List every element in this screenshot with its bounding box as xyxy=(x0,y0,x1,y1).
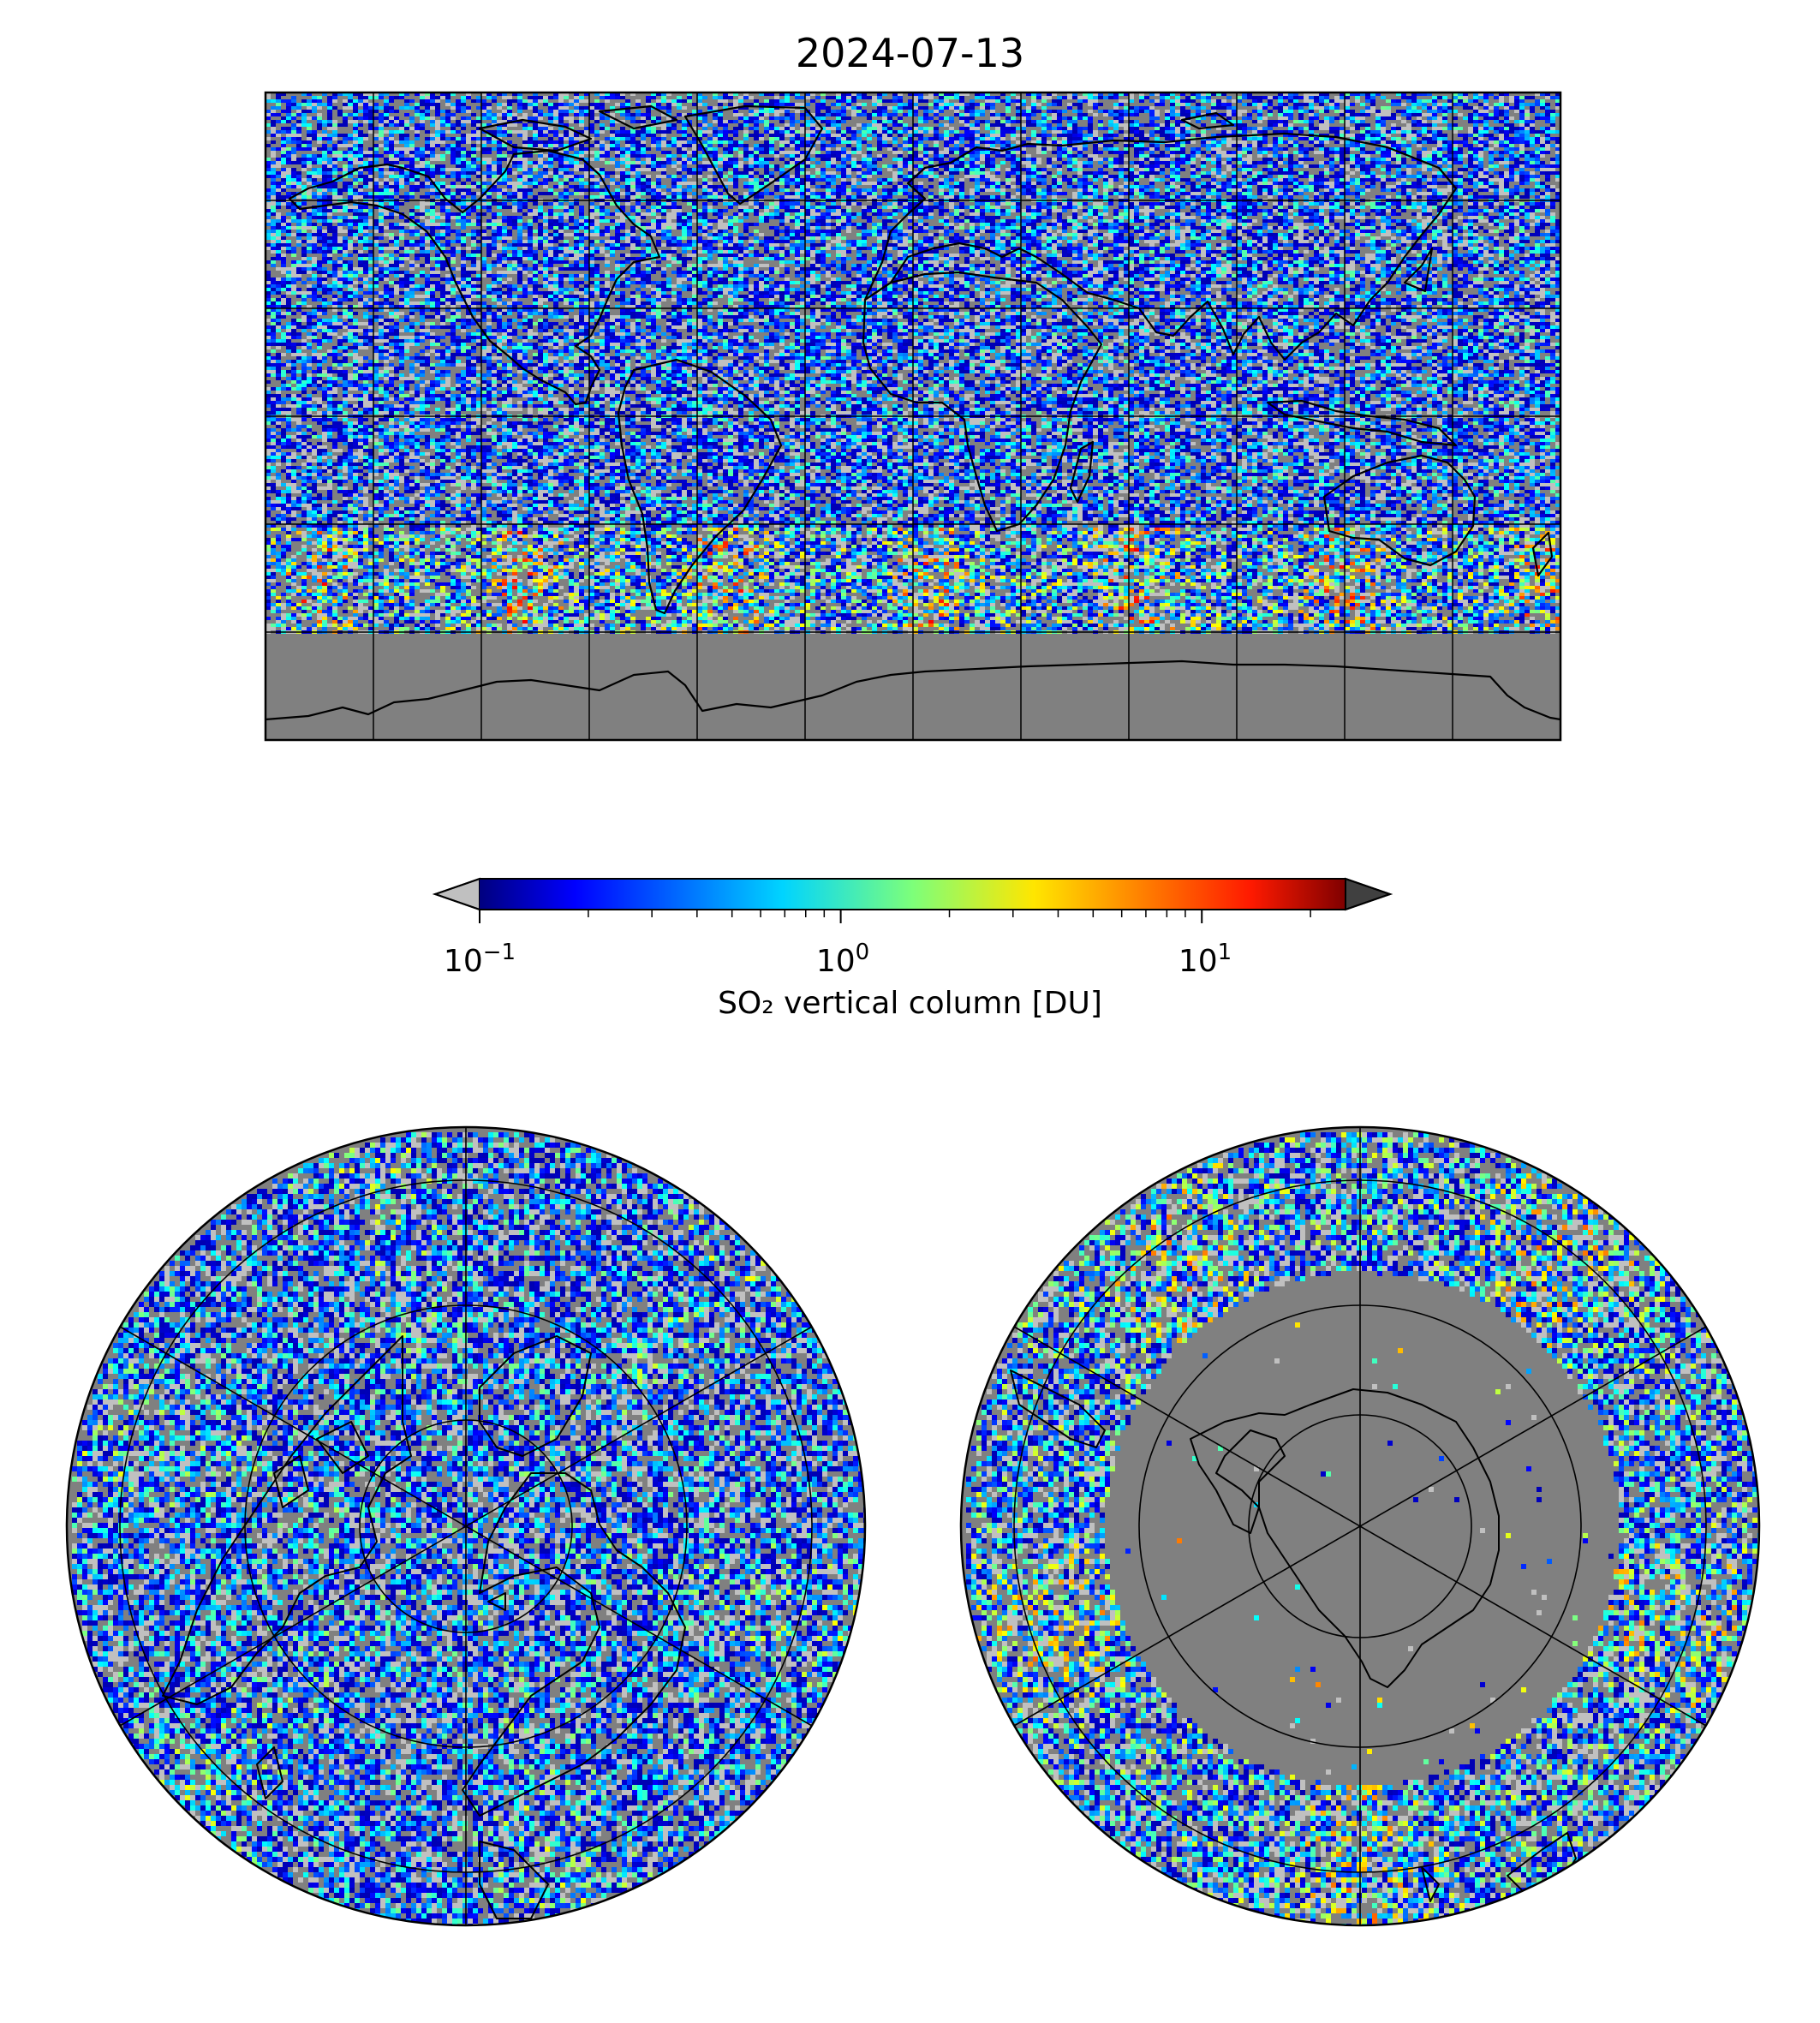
south-coastline-south-america xyxy=(1010,1370,1106,1448)
south-map-frame xyxy=(959,1125,1761,1927)
south-coastline-antarctica xyxy=(1190,1388,1500,1688)
coastline-japan xyxy=(1403,247,1434,293)
coastline-north-america xyxy=(288,149,661,406)
north-polar-map xyxy=(65,1125,867,1927)
colorbar-gradient xyxy=(480,879,1346,910)
north-map-frame xyxy=(65,1125,867,1927)
coastline-madagascar xyxy=(1069,440,1095,504)
colorbar-over-extension xyxy=(1345,877,1393,911)
coastline-arctic-islands xyxy=(478,104,1235,152)
colorbar xyxy=(432,877,1393,923)
north-gridlines xyxy=(119,1127,813,1925)
global-coastlines xyxy=(266,104,1560,721)
colorbar-tick-label-1: 100 xyxy=(791,934,894,981)
colorbar-under-extension xyxy=(432,877,480,911)
south-gridlines xyxy=(1013,1127,1707,1925)
global-gridlines xyxy=(266,92,1560,740)
coastline-antarctica xyxy=(266,659,1560,721)
north-coastline-africa-tip xyxy=(479,1841,549,1919)
south-coastline-new-zealand xyxy=(1421,1866,1440,1902)
south-so2-pixels xyxy=(966,1132,1759,1925)
north-coastline-japan xyxy=(256,1746,283,1799)
coastline-new-zealand xyxy=(1531,531,1554,577)
colorbar-tick-label-2: 101 xyxy=(1154,934,1256,981)
north-so2-pixels xyxy=(72,1132,865,1925)
north-coastline-greenland xyxy=(479,1335,592,1457)
global-map-frame xyxy=(264,91,1562,742)
colorbar-tick-label-0: 10−1 xyxy=(428,934,531,981)
south-polar-map xyxy=(959,1125,1761,1927)
coastline-greenland xyxy=(683,104,824,206)
coastline-south-america xyxy=(617,358,783,615)
coastline-indonesia xyxy=(1266,399,1458,447)
figure-title: 2024-07-13 xyxy=(0,27,1820,79)
coastline-australia xyxy=(1322,454,1477,567)
coastline-africa xyxy=(862,271,1103,533)
north-coastlines xyxy=(162,1335,686,1919)
north-coastline-north-america xyxy=(162,1335,412,1705)
global-so2-pixels xyxy=(266,92,1560,634)
north-coastline-arctic-islands xyxy=(273,1421,506,1611)
colorbar-label: SO₂ vertical column [DU] xyxy=(0,985,1820,1023)
global-map xyxy=(264,91,1562,742)
colorbar-ticks xyxy=(479,910,1311,923)
north-coastline-eurasia xyxy=(462,1472,686,1817)
